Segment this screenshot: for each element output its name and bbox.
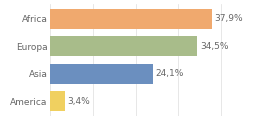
Bar: [50, 64, 153, 84]
Text: 34,5%: 34,5%: [200, 42, 228, 51]
Bar: [50, 9, 212, 29]
Bar: [50, 36, 197, 56]
Text: 37,9%: 37,9%: [214, 14, 243, 23]
Text: 3,4%: 3,4%: [67, 97, 90, 106]
Bar: [50, 91, 65, 111]
Text: 24,1%: 24,1%: [156, 69, 184, 78]
